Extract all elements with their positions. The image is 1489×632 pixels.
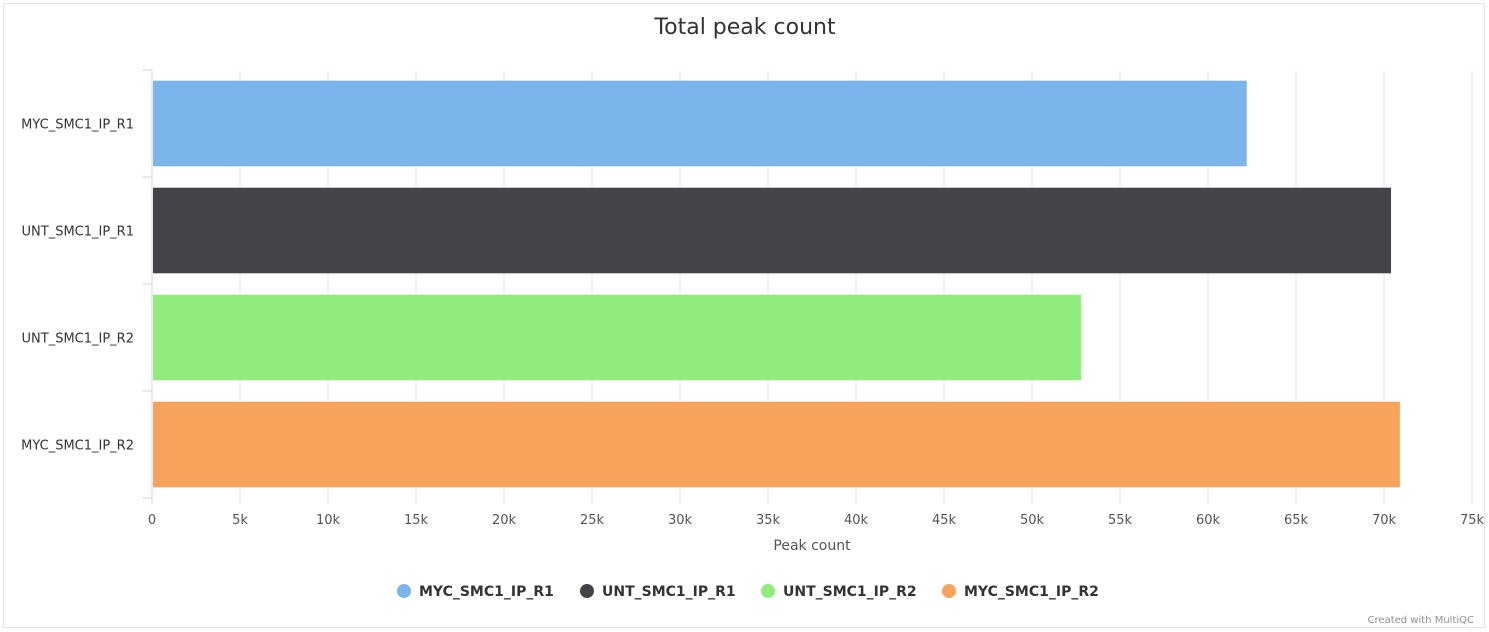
x-tick-label: 20k [492, 513, 517, 528]
x-tick-label: 25k [580, 513, 605, 528]
bar-myc-smc1-ip-r2[interactable] [153, 401, 1400, 488]
legend-marker-icon [942, 584, 956, 598]
bar-unt-smc1-ip-r1[interactable] [153, 187, 1392, 274]
legend-label: MYC_SMC1_IP_R1 [419, 584, 554, 600]
legend: MYC_SMC1_IP_R1 UNT_SMC1_IP_R1 UNT_SMC1_IP_… [397, 584, 1099, 600]
x-tick-label: 15k [404, 513, 429, 528]
bar-unt-smc1-ip-r2[interactable] [153, 294, 1082, 381]
legend-marker-icon [580, 584, 594, 598]
x-tick-label: 75k [1460, 513, 1485, 528]
legend-item[interactable]: MYC_SMC1_IP_R2 [942, 584, 1099, 600]
bars [153, 80, 1400, 488]
x-tick-label: 10k [316, 513, 341, 528]
category-label: UNT_SMC1_IP_R2 [22, 332, 134, 347]
legend-item[interactable]: MYC_SMC1_IP_R1 [397, 584, 554, 600]
category-label: UNT_SMC1_IP_R1 [22, 225, 134, 240]
legend-marker-icon [397, 584, 411, 598]
x-tick-label: 55k [1108, 513, 1133, 528]
legend-item[interactable]: UNT_SMC1_IP_R1 [580, 584, 736, 600]
x-tick-label: 70k [1372, 513, 1397, 528]
x-tick-label: 45k [932, 513, 957, 528]
x-tick-label: 60k [1196, 513, 1221, 528]
x-tick-label: 35k [756, 513, 781, 528]
bar-myc-smc1-ip-r1[interactable] [153, 80, 1247, 167]
category-label: MYC_SMC1_IP_R2 [21, 439, 134, 454]
chart-title: Total peak count [653, 15, 836, 40]
axes: 0 5k 10k 15k 20k 25k 30k 35k 40k 45k 50k 55k 60k 65k 7… [21, 69, 1485, 528]
x-tick-label: 50k [1020, 513, 1045, 528]
legend-label: MYC_SMC1_IP_R2 [964, 584, 1099, 600]
category-label: MYC_SMC1_IP_R1 [21, 118, 134, 133]
x-tick-label: 40k [844, 513, 869, 528]
x-tick-label: 0 [148, 513, 156, 528]
x-tick-label: 65k [1284, 513, 1309, 528]
credit-text[interactable]: Created with MultiQC [1368, 615, 1474, 626]
legend-label: UNT_SMC1_IP_R1 [602, 584, 736, 600]
legend-label: UNT_SMC1_IP_R2 [783, 584, 917, 600]
x-axis-title: Peak count [773, 538, 851, 554]
x-tick-label: 30k [668, 513, 693, 528]
x-tick-label: 5k [232, 513, 248, 528]
legend-marker-icon [761, 584, 775, 598]
legend-item[interactable]: UNT_SMC1_IP_R2 [761, 584, 917, 600]
